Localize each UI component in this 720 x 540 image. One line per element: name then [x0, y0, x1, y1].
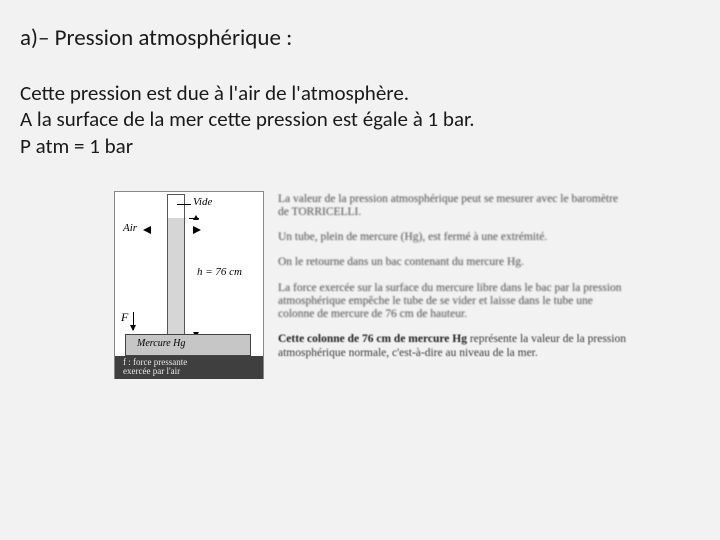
intro-line-1: Cette pression est due à l'air de l'atmo…	[20, 80, 700, 106]
top-tick-icon	[189, 218, 199, 219]
section-heading: a)– Pression atmosphérique :	[20, 24, 700, 52]
para-5-bold: Cette colonne de 76 cm de mercure Hg	[278, 333, 467, 345]
air-arrow-right-icon	[193, 226, 201, 234]
caption-line-2: exercée par l'air	[123, 366, 180, 376]
caption-text: f : force pressante exercée par l'air	[123, 358, 187, 377]
force-label: F	[121, 310, 128, 325]
height-label: h = 76 cm	[197, 266, 242, 278]
air-label: Air	[123, 222, 137, 234]
torricelli-diagram: Vide Air h = 76 cm F Mercure Hg f : forc…	[114, 191, 264, 379]
vide-pointer	[177, 204, 191, 205]
basin-label: Mercure Hg	[137, 338, 185, 349]
figure-area: Vide Air h = 76 cm F Mercure Hg f : forc…	[20, 191, 700, 379]
force-arrow-icon	[133, 312, 134, 330]
para-5: Cette colonne de 76 cm de mercure Hg rep…	[278, 333, 630, 359]
vide-label: Vide	[193, 196, 212, 208]
para-2: Un tube, plein de mercure (Hg), est ferm…	[278, 231, 630, 244]
diagram-wrap: Vide Air h = 76 cm F Mercure Hg f : forc…	[114, 191, 264, 379]
explanation-column: La valeur de la pression atmosphérique p…	[278, 191, 630, 379]
para-1: La valeur de la pression atmosphérique p…	[278, 193, 630, 219]
intro-block: Cette pression est due à l'air de l'atmo…	[20, 80, 700, 159]
mercury-column	[167, 218, 185, 338]
intro-line-2: A la surface de la mer cette pression es…	[20, 106, 700, 132]
air-arrow-left-icon	[143, 226, 151, 234]
para-3: On le retourne dans un bac contenant du …	[278, 256, 630, 269]
para-4: La force exercée sur la surface du mercu…	[278, 282, 630, 322]
intro-line-3: P atm = 1 bar	[20, 133, 700, 159]
